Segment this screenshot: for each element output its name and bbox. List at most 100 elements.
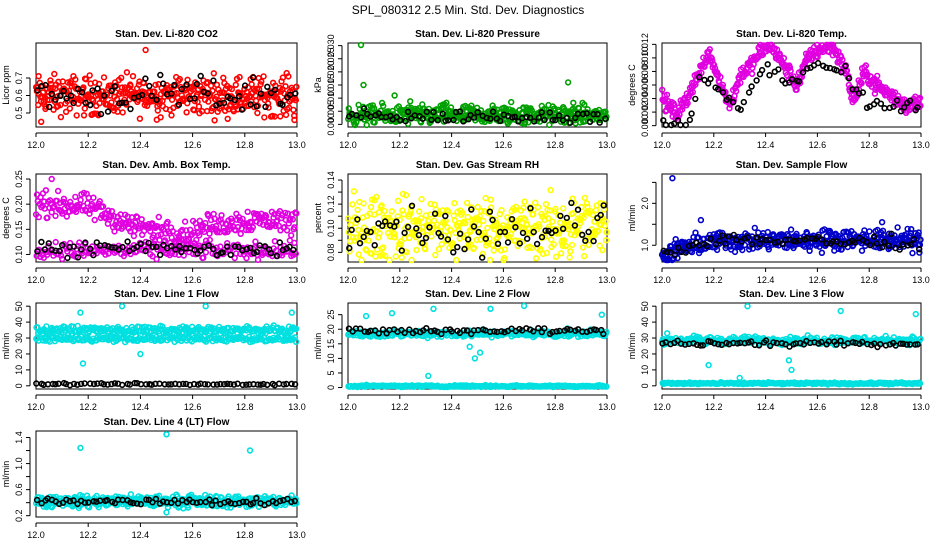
point-upper — [218, 212, 225, 219]
point-all — [786, 64, 794, 71]
x-tick-label: 12.6 — [809, 140, 827, 150]
point-subset — [442, 117, 449, 124]
y-tick-label: 0.015 — [326, 74, 336, 97]
point-subset — [236, 92, 243, 100]
x-axis: 12.0 12.2 12.4 12.6 12.8 13.0 — [27, 267, 306, 285]
x-tick-label: 12.2 — [391, 275, 409, 285]
point-all — [532, 255, 540, 262]
point-upper — [54, 187, 62, 195]
point-all — [277, 113, 284, 120]
point-subset — [82, 239, 89, 246]
point-subset — [538, 109, 545, 116]
point-subset — [250, 74, 257, 81]
point-subset — [415, 231, 423, 239]
x-tick-label: 13.0 — [598, 140, 616, 150]
point-all — [222, 85, 230, 93]
point-outlier — [570, 99, 577, 107]
point-subset — [487, 115, 494, 122]
point-subset — [156, 380, 163, 387]
point-upper — [293, 210, 300, 217]
point-subset — [906, 97, 914, 104]
point-subset — [402, 117, 409, 125]
point-outlier — [288, 309, 295, 316]
point-outlier — [508, 98, 515, 106]
point-all — [114, 108, 121, 115]
x-tick-label: 12.0 — [339, 402, 357, 412]
panel-title: Stan. Dev. Li-820 Pressure — [415, 29, 540, 40]
point-all — [195, 103, 203, 110]
point-all — [542, 201, 550, 208]
point-all — [293, 83, 300, 91]
point-subset — [153, 96, 160, 104]
y-tick-label: 0.020 — [326, 61, 336, 84]
y-axis-label: ml/min — [313, 333, 323, 360]
point-outlier — [362, 312, 370, 320]
y-axis-label: percent — [313, 202, 323, 233]
y-tick-label: 0.005 — [326, 100, 336, 123]
y-tick-label: 0 — [326, 385, 336, 390]
x-tick-label: 12.8 — [860, 140, 878, 150]
data-points — [345, 41, 610, 129]
point-all — [428, 233, 435, 240]
point-subset — [494, 240, 502, 248]
point-all — [501, 246, 508, 253]
point-subset — [515, 118, 522, 125]
y-tick-label: 10 — [14, 365, 24, 375]
point-all — [73, 112, 80, 119]
point-outlier — [79, 360, 87, 367]
point-subset — [563, 214, 570, 222]
y-tick-label: 0.15 — [14, 221, 24, 239]
point-all — [290, 106, 297, 114]
y-tick-label: 40 — [14, 317, 24, 327]
point-subset — [241, 82, 249, 89]
point-all — [152, 81, 159, 89]
plot-frame — [661, 42, 922, 128]
point-subset — [419, 115, 426, 122]
x-tick-label: 12.2 — [705, 140, 723, 150]
y-tick-label: 0.10 — [14, 246, 24, 264]
y-tick-label: 20 — [14, 349, 24, 359]
point-subset — [814, 59, 822, 67]
y-tick-label: 0.012 — [640, 33, 650, 56]
point-all — [100, 74, 108, 81]
point-subset — [94, 85, 101, 92]
x-tick-label: 12.0 — [339, 275, 357, 285]
point-all — [176, 75, 184, 83]
point-subset — [474, 109, 481, 116]
point-subset — [456, 230, 464, 237]
point-all — [547, 236, 555, 243]
point-all — [432, 251, 439, 259]
point-subset — [714, 85, 722, 93]
point-all — [157, 114, 164, 121]
point-all — [380, 102, 387, 110]
point-subset — [356, 240, 364, 247]
point-outlier — [744, 303, 751, 310]
point-subset — [725, 94, 733, 101]
point-subset — [257, 90, 265, 97]
point-subset — [360, 105, 368, 112]
point-subset — [204, 90, 211, 97]
point-all — [873, 72, 881, 80]
point-subset — [291, 381, 299, 388]
point-all — [68, 82, 75, 90]
point-all — [57, 113, 65, 121]
x-tick-label: 13.0 — [598, 402, 616, 412]
x-tick-label: 12.8 — [236, 140, 254, 150]
point-subset — [175, 101, 183, 108]
point-all — [581, 194, 588, 202]
y-tick-label: 0.006 — [640, 74, 650, 97]
point-all — [232, 81, 240, 89]
point-all — [556, 219, 564, 226]
point-subset — [135, 93, 143, 100]
point-outlier — [360, 81, 367, 89]
point-subset — [483, 114, 490, 122]
point-all — [732, 87, 740, 95]
point-all — [713, 246, 721, 254]
chart-panel-4: Stan. Dev. Amb. Box Temp.12.0 12.2 12.4 12.… — [1, 160, 306, 285]
point-all — [363, 121, 370, 129]
point-all — [210, 70, 218, 77]
point-subset — [78, 89, 86, 96]
plot-frame — [35, 302, 298, 390]
point-all — [123, 69, 131, 76]
